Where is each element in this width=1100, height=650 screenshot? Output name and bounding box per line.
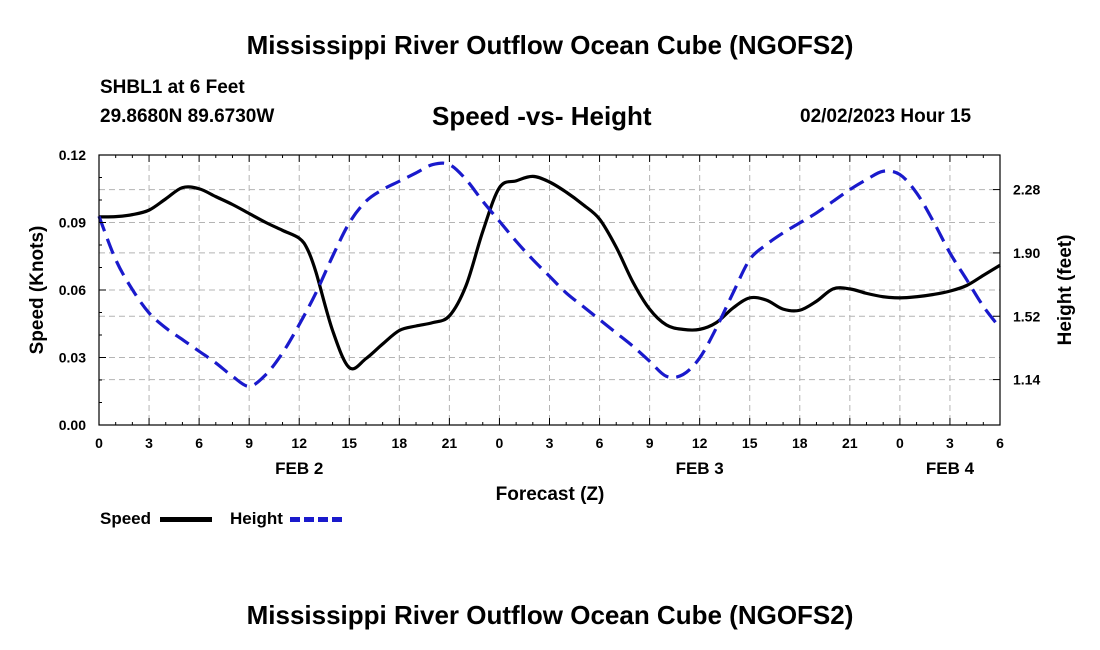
legend-height-swatch bbox=[290, 517, 342, 522]
grid-layer bbox=[99, 155, 1000, 425]
x-tick-label: 21 bbox=[842, 435, 858, 451]
y-tick-label: 0.06 bbox=[59, 282, 86, 298]
legend-speed-swatch bbox=[160, 517, 212, 522]
x-tick-label: 12 bbox=[291, 435, 307, 451]
y-axis-label: Speed (Knots) bbox=[27, 226, 48, 355]
date-label: FEB 2 bbox=[275, 459, 323, 478]
y2-tick-label: 2.28 bbox=[1013, 182, 1040, 198]
y-tick-label: 0.09 bbox=[59, 215, 86, 231]
legend-height-label: Height bbox=[230, 509, 283, 528]
x-axis-label: Forecast (Z) bbox=[496, 484, 605, 505]
legend-speed-label: Speed bbox=[100, 509, 152, 528]
x-tick-label: 18 bbox=[392, 435, 408, 451]
x-tick-label: 15 bbox=[742, 435, 758, 451]
x-tick-label: 0 bbox=[496, 435, 504, 451]
series-layer bbox=[97, 161, 1002, 388]
y-tick-label: 0.12 bbox=[59, 147, 86, 163]
x-tick-label: 9 bbox=[646, 435, 654, 451]
x-tick-label: 6 bbox=[596, 435, 604, 451]
x-tick-label: 0 bbox=[95, 435, 103, 451]
speed-series-line bbox=[98, 174, 1001, 371]
station-label: SHBL1 at 6 Feet bbox=[100, 77, 245, 98]
chart-main-title: Mississippi River Outflow Ocean Cube (NG… bbox=[246, 30, 854, 60]
y2-tick-label: 1.14 bbox=[1013, 372, 1040, 388]
y2-tick-label: 1.90 bbox=[1013, 245, 1040, 261]
x-tick-label: 3 bbox=[145, 435, 153, 451]
y-tick-label: 0.03 bbox=[59, 350, 86, 366]
x-tick-label: 12 bbox=[692, 435, 708, 451]
x-tick-label: 3 bbox=[946, 435, 954, 451]
x-tick-label: 6 bbox=[996, 435, 1004, 451]
x-tick-label: 6 bbox=[195, 435, 203, 451]
x-tick-label: 3 bbox=[546, 435, 554, 451]
x-tick-label: 21 bbox=[442, 435, 458, 451]
forecast-datetime: 02/02/2023 Hour 15 bbox=[800, 106, 972, 127]
y2-axis-label: Height (feet) bbox=[1055, 235, 1076, 346]
date-label: FEB 4 bbox=[926, 459, 975, 478]
x-tick-label: 15 bbox=[341, 435, 357, 451]
x-tick-label: 18 bbox=[792, 435, 808, 451]
footer-title: Mississippi River Outflow Ocean Cube (NG… bbox=[246, 600, 854, 630]
axis-layer: 0 3 6 9 12 15 18 21 0 3 6 9 12 15 18 21 0 3 6 FEB 2 FEB 3 FEB… bbox=[59, 147, 1041, 478]
station-coordinates: 29.8680N 89.6730W bbox=[100, 106, 275, 127]
chart-subtitle: Speed -vs- Height bbox=[432, 101, 652, 131]
date-label: FEB 3 bbox=[676, 459, 724, 478]
x-tick-label: 0 bbox=[896, 435, 904, 451]
x-tick-label: 9 bbox=[245, 435, 253, 451]
y2-tick-label: 1.52 bbox=[1013, 308, 1040, 324]
height-series-line bbox=[97, 161, 1002, 388]
y-tick-label: 0.00 bbox=[59, 417, 86, 433]
